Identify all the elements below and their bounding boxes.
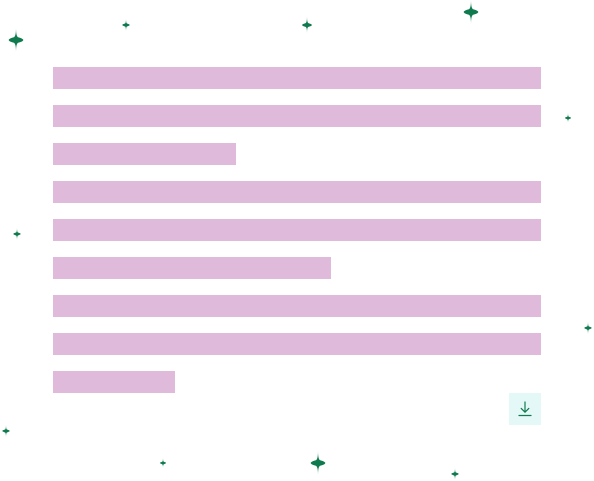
sparkle-icon: [584, 322, 592, 334]
sparkle-icon: [13, 228, 21, 240]
download-button[interactable]: [509, 393, 541, 425]
sparkle-icon: [122, 19, 130, 31]
sparkle-icon: [451, 468, 459, 480]
sparkle-icon: [159, 458, 167, 468]
placeholder-line: [53, 295, 541, 317]
placeholder-line: [53, 105, 541, 127]
sparkle-icon: [2, 425, 10, 437]
placeholder-line: [53, 371, 175, 393]
sparkle-icon: [310, 451, 326, 475]
placeholder-line: [53, 257, 331, 279]
sparkle-icon: [564, 113, 572, 123]
placeholder-lines: [53, 67, 541, 393]
placeholder-line: [53, 181, 541, 203]
placeholder-line: [53, 219, 541, 241]
placeholder-line: [53, 67, 541, 89]
download-icon: [518, 401, 532, 417]
placeholder-line: [53, 333, 541, 355]
sparkle-icon: [463, 0, 479, 24]
placeholder-line: [53, 143, 236, 165]
sparkle-icon: [8, 28, 24, 52]
sparkle-icon: [302, 17, 312, 33]
